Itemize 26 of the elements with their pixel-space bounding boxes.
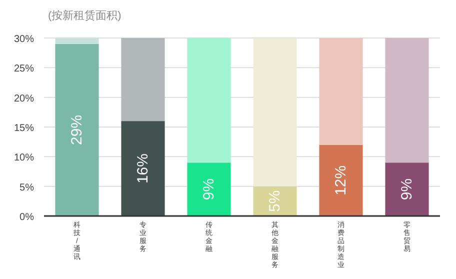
bar <box>55 38 99 44</box>
bar <box>253 186 297 216</box>
bar <box>319 38 363 145</box>
data-label: 5% <box>266 190 284 212</box>
bar <box>121 38 165 122</box>
bar <box>319 144 363 216</box>
data-label: 16% <box>134 154 152 184</box>
bar <box>187 38 231 163</box>
y-tick-label: 0% <box>20 212 34 223</box>
data-label: 12% <box>332 165 350 196</box>
data-label: 29% <box>68 114 86 145</box>
y-tick-label: 20% <box>14 93 34 104</box>
y-tick-label: 10% <box>14 152 34 164</box>
bar <box>187 162 231 216</box>
y-tick-label: 5% <box>20 182 34 194</box>
bar <box>121 121 165 216</box>
data-label: 9% <box>200 178 218 200</box>
chart-title: (按新租赁面积) <box>48 9 122 22</box>
bar <box>55 44 99 216</box>
y-tick-label: 30% <box>14 34 34 45</box>
bar <box>253 38 297 186</box>
data-label: 9% <box>398 178 416 200</box>
y-tick-label: 15% <box>14 123 34 134</box>
bar <box>385 38 429 163</box>
bar <box>385 162 429 216</box>
y-tick-label: 25% <box>14 64 34 75</box>
